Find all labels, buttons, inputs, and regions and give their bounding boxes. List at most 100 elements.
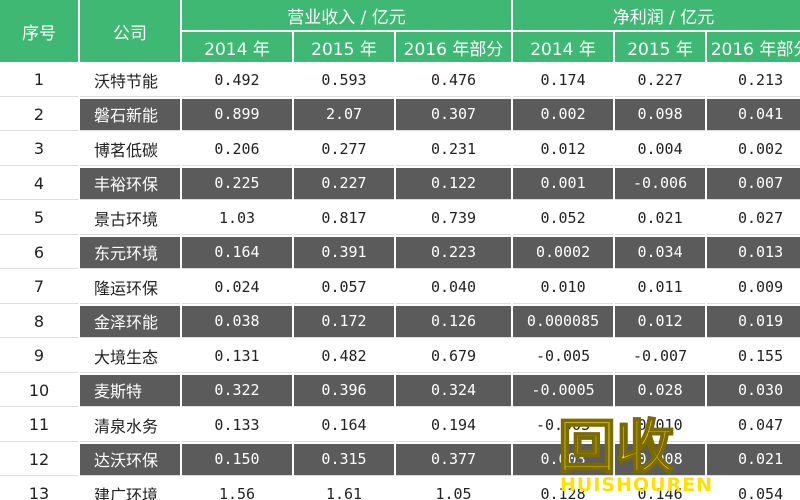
table-cell: 0.322 (182, 374, 292, 407)
table-cell: 0.098 (615, 98, 706, 131)
table-cell: 金泽环能 (80, 305, 180, 338)
table-row: 7 隆运环保 0.024 0.057 0.040 0.010 0.011 0.009 (0, 271, 800, 304)
table-cell: 0.012 (513, 133, 614, 166)
header-cell: 2015 年 (615, 32, 706, 62)
table-cell: 清泉水务 (80, 409, 180, 442)
table-row: 12 达沃环保 0.150 0.315 0.377 0.003 0.008 0.021 (0, 443, 800, 476)
header-group: 净利润 / 亿元 (513, 0, 800, 30)
table-cell: 0.002 (707, 133, 800, 166)
table-cell: 13 (0, 478, 78, 500)
table-cell: 0.024 (182, 271, 292, 304)
table-cell: 1.05 (396, 478, 511, 500)
header-cell: 序号 (0, 0, 78, 62)
table-cell: 0.817 (294, 202, 394, 235)
table-cell: 0.122 (396, 167, 512, 200)
table-cell: 大境生态 (80, 340, 180, 373)
table-cell: 0.030 (707, 374, 800, 407)
table-cell: 0.021 (615, 202, 706, 235)
table-cell: 0.679 (396, 340, 512, 373)
table-cell: 0.377 (396, 443, 512, 476)
table-cell: 麦斯特 (80, 374, 180, 407)
table-cell: 0.126 (396, 305, 512, 338)
header-cell: 2014 年 (513, 32, 614, 62)
table-cell: -0.0005 (513, 374, 614, 407)
table-cell: 0.012 (615, 305, 706, 338)
table-cell: 1 (0, 64, 78, 97)
table-row: 11 清泉水务 0.133 0.164 0.194 -0.003 0.010 0.047 (0, 409, 800, 442)
table-cell: 0.008 (615, 443, 706, 476)
table-cell: 0.150 (182, 443, 292, 476)
watermark-brand: HUISHOUREN (560, 474, 714, 496)
table-row: 3 博茗低碳 0.206 0.277 0.231 0.012 0.004 0.002 (0, 133, 800, 166)
table-cell: 4 (0, 168, 78, 200)
table-row: 6 东元环境 0.164 0.391 0.223 0.0002 0.034 0.013 (0, 236, 800, 269)
table-cell: 0.739 (396, 202, 512, 235)
table-cell: 12 (0, 444, 78, 476)
table-cell: 0.194 (396, 409, 512, 442)
table-cell: 0.019 (707, 305, 800, 338)
table-cell: 0.223 (396, 236, 512, 269)
table-cell: 0.324 (396, 374, 512, 407)
table-cell: 0.010 (513, 271, 614, 304)
table-cell: 0.054 (707, 478, 800, 500)
watermark-logo: 回收 (557, 412, 675, 482)
table-row: 13 建广环境 1.56 1.61 1.05 0.128 0.146 0.054 (0, 478, 800, 500)
table-cell: 0.009 (707, 271, 800, 304)
table-cell: 0.040 (396, 271, 512, 304)
table-cell: 0.307 (396, 98, 512, 131)
table-cell: 丰裕环保 (80, 167, 180, 200)
header-row: 序号 公司 营业收入 / 亿元 净利润 / 亿元 (0, 0, 800, 62)
table-cell: 0.492 (182, 64, 292, 97)
table-cell: 0.396 (294, 374, 394, 407)
table-cell: 磐石新能 (80, 98, 180, 131)
table-cell: 0.041 (707, 98, 800, 131)
table-cell: 0.315 (294, 443, 394, 476)
table-cell: -0.005 (513, 340, 614, 373)
table-cell: 0.482 (294, 340, 394, 373)
table-cell: 0.164 (294, 409, 394, 442)
table-cell: 0.038 (182, 305, 292, 338)
table-cell: 0.146 (615, 478, 705, 500)
table-cell: 0.004 (615, 133, 706, 166)
table-cell: 6 (0, 237, 78, 269)
table-row: 2 磐石新能 0.899 2.07 0.307 0.002 0.098 0.041 (0, 98, 800, 131)
table-cell: 0.057 (294, 271, 394, 304)
table-cell: 0.227 (615, 64, 706, 97)
table-cell: 0.213 (707, 64, 800, 97)
table-cell: 0.227 (294, 167, 394, 200)
table-cell: 0.593 (294, 64, 394, 97)
table-cell: 建广环境 (80, 478, 180, 500)
table-cell: 隆运环保 (80, 271, 180, 304)
table-body: 1 沃特节能 0.492 0.593 0.476 0.174 0.227 0.213 2 磐石新能… (0, 64, 800, 500)
table-cell: 0.391 (294, 236, 394, 269)
header-cell: 2015 年 (294, 32, 394, 62)
table-cell: 0.128 (513, 478, 613, 500)
table-cell: 0.011 (615, 271, 706, 304)
table-cell: 0.476 (396, 64, 512, 97)
table-cell: 11 (0, 409, 78, 442)
table-cell: 0.225 (182, 167, 292, 200)
table-cell: 2.07 (294, 98, 394, 131)
table-cell: 0.028 (615, 374, 706, 407)
table-cell: 9 (0, 340, 78, 373)
table-cell: 博茗低碳 (80, 133, 180, 166)
table-cell: 2 (0, 99, 78, 131)
header-cell: 公司 (80, 0, 180, 62)
table-row: 4 丰裕环保 0.225 0.227 0.122 0.001 -0.006 0.007 (0, 167, 800, 200)
table-cell: 0.231 (396, 133, 512, 166)
header-cell: 2014 年 (182, 32, 292, 62)
table-cell: 0.001 (513, 167, 614, 200)
table-row: 5 景古环境 1.03 0.817 0.739 0.052 0.021 0.027 (0, 202, 800, 235)
table-cell: 0.013 (707, 236, 800, 269)
table-cell: 0.206 (182, 133, 292, 166)
table-row: 9 大境生态 0.131 0.482 0.679 -0.005 -0.007 0.155 (0, 340, 800, 373)
header-cell: 2016 年部分 (707, 32, 800, 62)
table-cell: 8 (0, 306, 78, 338)
table-cell: 0.133 (182, 409, 292, 442)
table-cell: 0.131 (182, 340, 292, 373)
table-cell: 0.010 (615, 409, 706, 442)
table-cell: 3 (0, 133, 78, 166)
